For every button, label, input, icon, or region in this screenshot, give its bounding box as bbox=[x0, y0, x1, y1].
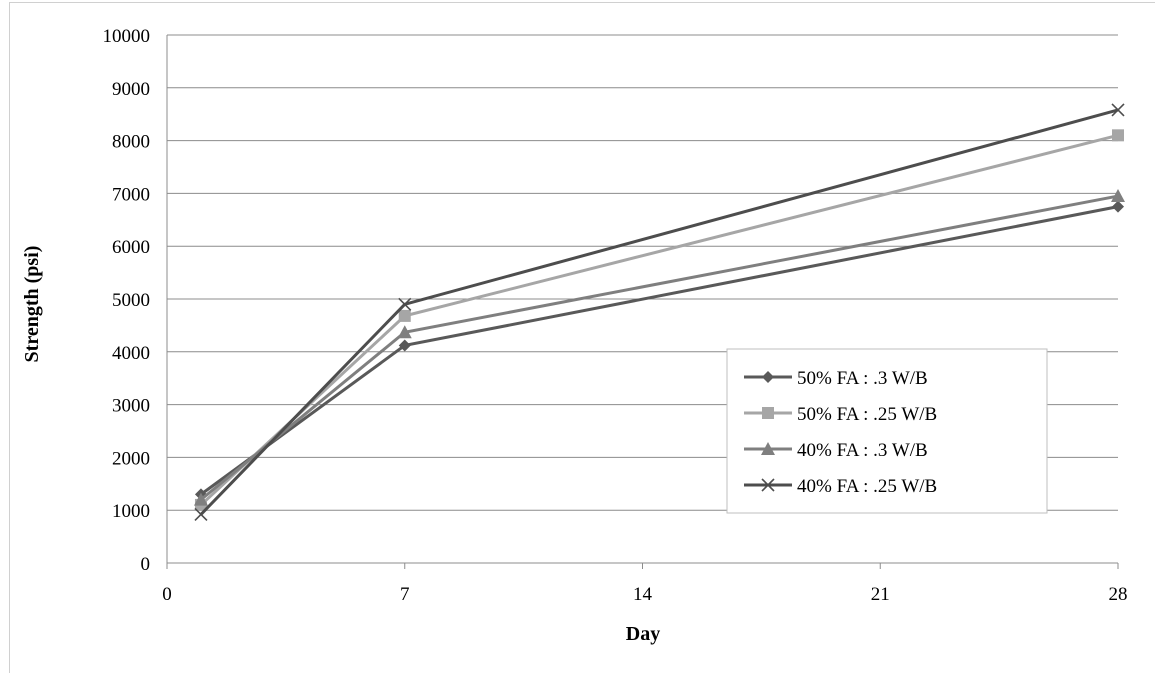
y-tick-label: 1000 bbox=[112, 501, 150, 522]
legend-marker bbox=[761, 478, 775, 492]
y-tick-label: 9000 bbox=[112, 79, 150, 100]
x-tick-label: 0 bbox=[162, 584, 172, 605]
legend-item: 50% FA : .3 W/B bbox=[744, 368, 928, 389]
legend-label: 40% FA : .3 W/B bbox=[797, 440, 928, 461]
legend-label: 50% FA : .25 W/B bbox=[797, 404, 937, 425]
y-tick-label: 2000 bbox=[112, 448, 150, 469]
data-point bbox=[1112, 129, 1124, 142]
y-tick-label: 8000 bbox=[112, 132, 150, 153]
x-tick-label: 7 bbox=[400, 584, 410, 605]
y-axis-title: Strength (psi) bbox=[21, 246, 43, 363]
chart-frame bbox=[9, 2, 1155, 673]
data-point bbox=[193, 492, 208, 506]
data-point bbox=[194, 507, 208, 521]
series-lines bbox=[193, 103, 1125, 521]
y-tick-labels: 0 1000 2000 3000 4000 5000 6000 7000 8000 9000 100… bbox=[103, 26, 151, 575]
legend-label: 40% FA : .25 W/B bbox=[797, 476, 937, 497]
data-point bbox=[1111, 189, 1125, 203]
data-point bbox=[398, 309, 411, 322]
y-tick-label: 5000 bbox=[112, 290, 150, 311]
legend-label: 50% FA : .3 W/B bbox=[797, 368, 928, 389]
x-tick-label: 28 bbox=[1109, 584, 1128, 605]
series-x bbox=[194, 103, 1125, 521]
legend-marker bbox=[762, 371, 774, 383]
data-point bbox=[397, 325, 412, 339]
legend-item: 40% FA : .25 W/B bbox=[744, 476, 937, 497]
y-tick-label: 0 bbox=[141, 554, 151, 575]
data-point bbox=[398, 339, 411, 352]
axes bbox=[166, 35, 1119, 569]
y-tick-label: 4000 bbox=[112, 343, 150, 364]
x-tick-label: 21 bbox=[871, 584, 890, 605]
y-tick-label: 6000 bbox=[112, 237, 150, 258]
data-point bbox=[1111, 103, 1125, 117]
y-tick-label: 3000 bbox=[112, 396, 150, 417]
y-tick-label: 7000 bbox=[112, 184, 150, 205]
y-tick-label: 10000 bbox=[103, 26, 151, 47]
x-tick-label: 14 bbox=[633, 584, 653, 605]
legend-item: 50% FA : .25 W/B bbox=[744, 404, 937, 425]
legend-marker bbox=[761, 442, 775, 455]
x-tick-labels: 0 7 14 21 28 bbox=[162, 584, 1127, 605]
data-point bbox=[398, 297, 412, 311]
legend: 50% FA : .3 W/B 50% FA : .25 W/B 40% FA : … bbox=[726, 348, 1048, 514]
legend-marker bbox=[762, 407, 774, 419]
data-point bbox=[1112, 200, 1124, 213]
x-axis-title: Day bbox=[626, 623, 660, 645]
legend-item: 40% FA : .3 W/B bbox=[744, 440, 928, 461]
